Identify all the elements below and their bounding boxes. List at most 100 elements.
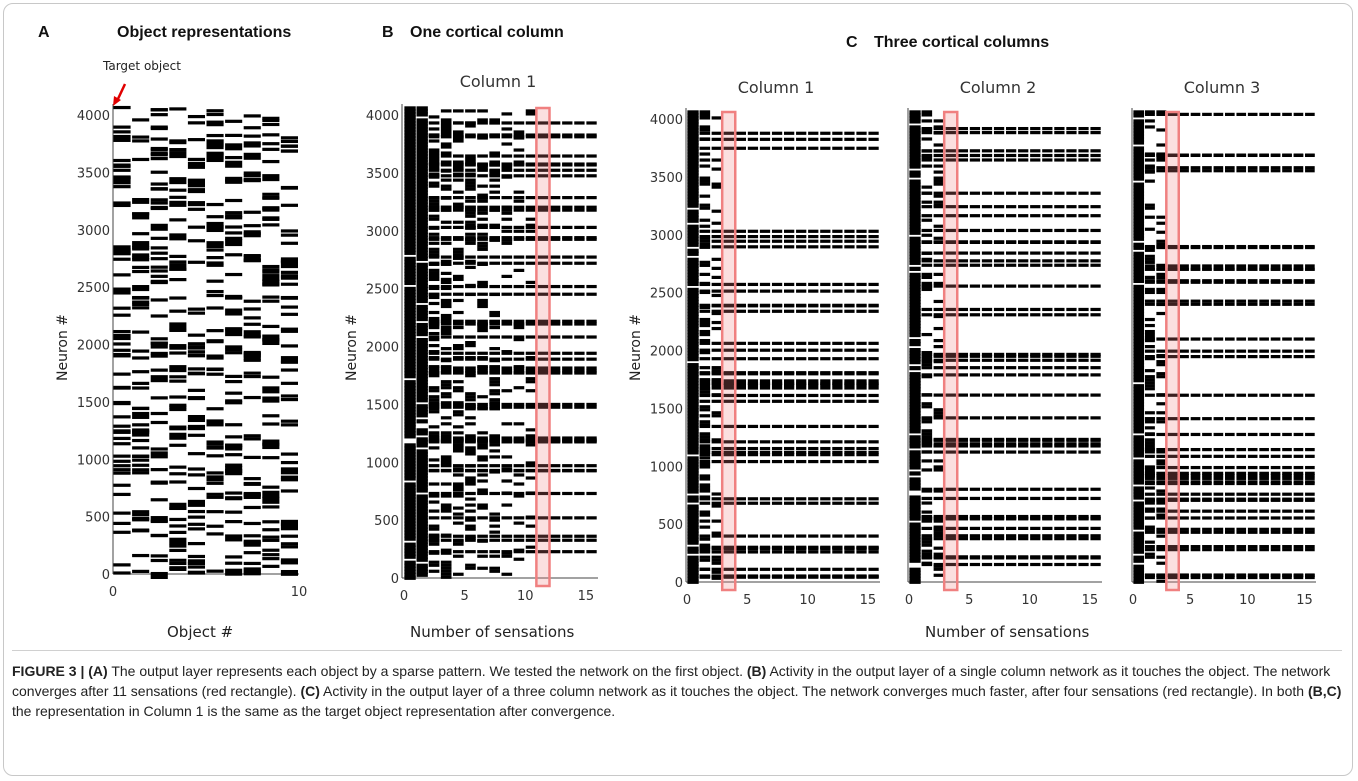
activity-bar <box>537 366 549 370</box>
representation-bar <box>243 144 261 148</box>
activity-bar <box>453 410 464 414</box>
activity-bar <box>428 446 440 450</box>
activity-bar <box>465 369 476 373</box>
activity-bar <box>404 416 416 421</box>
activity-bar <box>1144 438 1155 442</box>
activity-bar <box>428 469 440 473</box>
activity-bar <box>489 151 500 155</box>
activity-bar <box>969 442 981 446</box>
activity-bar <box>1259 244 1269 249</box>
activity-bar <box>933 459 945 463</box>
activity-bar <box>416 202 428 207</box>
activity-bar <box>1282 393 1292 397</box>
activity-bar <box>1213 166 1224 170</box>
activity-bar <box>477 121 488 125</box>
activity-bar <box>1293 454 1304 458</box>
activity-bar <box>1156 299 1167 303</box>
activity-bar <box>404 482 416 487</box>
activity-bar <box>428 386 440 390</box>
representation-bar <box>262 375 280 379</box>
activity-bar <box>820 348 831 352</box>
activity-bar <box>993 259 1005 263</box>
activity-bar <box>489 313 500 318</box>
activity-bar <box>759 440 771 444</box>
activity-bar <box>808 357 819 361</box>
activity-bar <box>1270 244 1281 249</box>
activity-bar <box>699 519 711 523</box>
activity-bar <box>699 110 711 114</box>
representation-bar <box>243 568 261 576</box>
activity-bar <box>489 255 500 259</box>
activity-bar <box>957 562 969 567</box>
activity-bar <box>759 137 771 141</box>
activity-bar <box>1190 393 1201 397</box>
activity-bar <box>969 228 981 233</box>
activity-bar <box>1282 280 1292 284</box>
activity-bar <box>404 163 416 168</box>
activity-bar <box>945 284 956 288</box>
activity-bar <box>1133 399 1145 404</box>
activity-bar <box>844 383 855 387</box>
representation-bar <box>150 571 168 580</box>
activity-bar <box>416 509 428 514</box>
activity-bar <box>993 358 1005 362</box>
activity-bar <box>796 234 807 239</box>
representation-bar <box>132 386 150 390</box>
activity-bar <box>1078 562 1089 567</box>
activity-bar <box>844 239 855 243</box>
activity-bar <box>1090 307 1101 312</box>
activity-bar <box>820 282 831 287</box>
activity-bar <box>1225 302 1235 306</box>
representation-bar <box>132 302 150 307</box>
activity-bar <box>465 284 476 289</box>
activity-bar <box>1078 307 1089 312</box>
activity-bar <box>759 547 771 551</box>
activity-bar <box>832 234 843 239</box>
activity-bar <box>562 237 573 241</box>
activity-bar <box>513 422 525 426</box>
activity-bar <box>416 545 428 550</box>
activity-bar <box>868 282 879 287</box>
representation-bar <box>113 464 131 468</box>
activity-bar <box>404 130 416 135</box>
activity-bar <box>1133 128 1145 133</box>
activity-bar <box>1133 510 1145 515</box>
activity-bar <box>711 575 723 579</box>
activity-bar <box>747 348 759 352</box>
activity-bar <box>428 127 440 131</box>
activity-bar <box>562 371 573 375</box>
activity-bar <box>404 575 416 580</box>
activity-bar <box>440 187 452 191</box>
representation-bar <box>243 561 261 566</box>
activity-bar <box>723 239 734 243</box>
activity-bar <box>1213 349 1224 353</box>
activity-bar <box>428 425 440 429</box>
activity-bar <box>699 317 711 322</box>
activity-bar <box>501 217 513 221</box>
activity-bar <box>1270 492 1281 496</box>
activity-bar <box>687 534 699 539</box>
activity-bar <box>1066 393 1077 397</box>
activity-bar <box>1018 352 1029 357</box>
representation-bar <box>150 411 168 416</box>
activity-bar <box>1078 259 1089 263</box>
activity-bar <box>784 453 795 457</box>
activity-bar <box>1133 140 1145 145</box>
activity-bar <box>1144 441 1155 445</box>
activity-bar <box>416 503 428 508</box>
activity-bar <box>525 369 537 373</box>
activity-bar <box>428 196 440 200</box>
activity-bar <box>1259 302 1269 306</box>
activity-bar <box>868 239 879 243</box>
activity-bar <box>820 131 831 135</box>
activity-bar <box>404 286 416 292</box>
activity-bar <box>1202 573 1212 577</box>
activity-bar <box>699 465 711 469</box>
activity-bar <box>562 405 573 409</box>
activity-bar <box>711 167 723 171</box>
activity-bar <box>1144 501 1155 505</box>
activity-bar <box>404 512 416 517</box>
activity-bar <box>759 534 771 538</box>
activity-bar <box>1144 450 1155 454</box>
activity-bar <box>404 524 416 529</box>
